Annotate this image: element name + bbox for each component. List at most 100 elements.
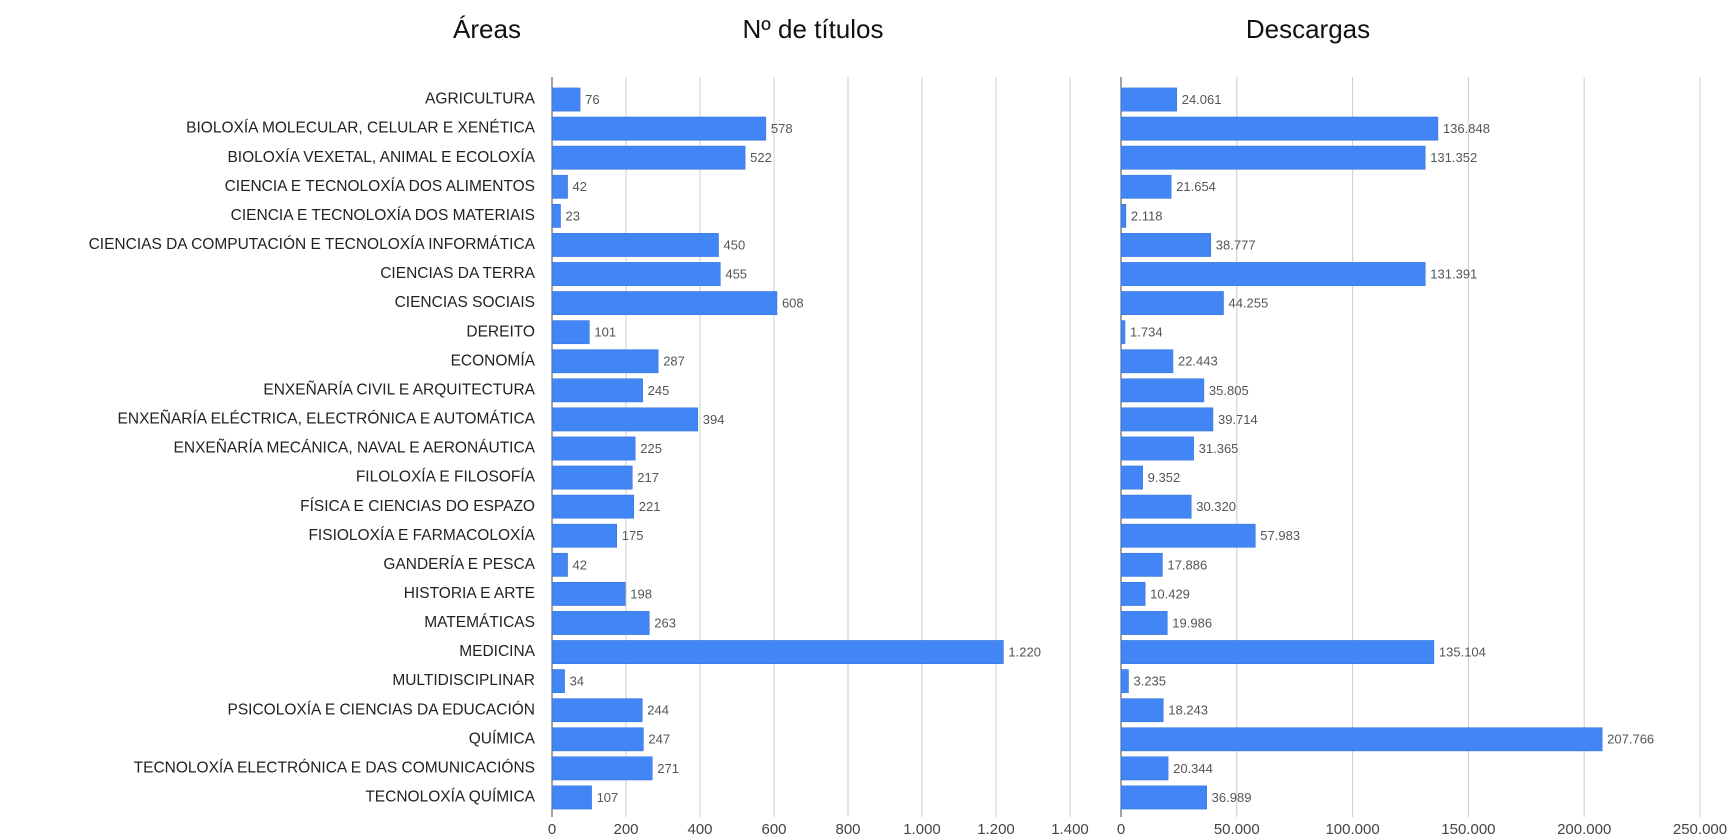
value-label: 2.118 (1131, 208, 1163, 223)
bar (551, 116, 767, 141)
value-label: 3.235 (1133, 674, 1166, 689)
value-label: 131.352 (1430, 150, 1477, 165)
bar (551, 640, 1004, 664)
bar (551, 756, 653, 781)
bar (1120, 465, 1143, 490)
bar (1120, 552, 1163, 577)
bar (1120, 785, 1207, 810)
value-label: 244 (647, 703, 669, 718)
value-label: 20.344 (1173, 761, 1213, 776)
category-label: FISIOLOXÍA E FARMACOLOXÍA (308, 527, 535, 544)
chart-title: Descargas (1246, 14, 1370, 44)
category-label: ENXEÑARÍA MECÁNICA, NAVAL E AERONÁUTICA (174, 440, 536, 457)
value-label: 31.365 (1199, 441, 1239, 456)
x-tick-label: 100.000 (1325, 821, 1379, 838)
bar (1120, 436, 1194, 461)
bar (1120, 320, 1126, 345)
category-label: PSICOLOXÍA E CIENCIAS DA EDUCACIÓN (228, 701, 536, 718)
value-label: 135.104 (1439, 644, 1486, 659)
bar (551, 552, 568, 577)
value-label: 30.320 (1196, 499, 1236, 514)
x-tick-label: 400 (687, 821, 712, 838)
value-label: 522 (750, 150, 772, 165)
value-label: 44.255 (1228, 296, 1268, 311)
value-label: 394 (703, 412, 725, 427)
bar (551, 698, 643, 723)
bar (1120, 145, 1426, 170)
bar (1120, 203, 1127, 228)
value-label: 38.777 (1216, 237, 1256, 252)
value-label: 198 (630, 586, 652, 601)
bar (1120, 611, 1168, 635)
category-header: Áreas (453, 14, 521, 44)
value-label: 1.734 (1130, 325, 1163, 340)
x-tick-label: 150.000 (1441, 821, 1495, 838)
x-tick-label: 50.000 (1214, 821, 1260, 838)
bar (1120, 291, 1224, 315)
bar (551, 407, 699, 432)
category-label: MATEMÁTICAS (424, 614, 535, 631)
value-label: 578 (771, 121, 793, 136)
value-label: 225 (640, 441, 662, 456)
bar (1120, 756, 1169, 781)
bar (1120, 87, 1177, 112)
bar (551, 320, 590, 345)
chart-title: Nº de títulos (742, 14, 883, 44)
bar (551, 291, 778, 315)
x-tick-label: 800 (835, 821, 860, 838)
value-label: 217 (637, 470, 659, 485)
value-label: 136.848 (1443, 121, 1490, 136)
bar (551, 465, 633, 490)
value-label: 221 (639, 499, 661, 514)
bar (1120, 669, 1129, 694)
category-label: CIENCIAS DA COMPUTACIÓN E TECNOLOXÍA INF… (89, 236, 536, 253)
bar (551, 611, 650, 635)
bar (551, 262, 721, 286)
category-label: CIENCIA E TECNOLOXÍA DOS ALIMENTOS (225, 178, 535, 195)
bar (551, 145, 746, 170)
bar (551, 233, 719, 257)
value-label: 247 (648, 732, 670, 747)
category-label: ENXEÑARÍA ELÉCTRICA, ELECTRÓNICA E AUTOM… (118, 411, 536, 428)
value-label: 263 (654, 615, 676, 630)
value-label: 9.352 (1148, 470, 1181, 485)
value-label: 39.714 (1218, 412, 1258, 427)
x-tick-label: 1.400 (1051, 821, 1089, 838)
value-label: 107 (597, 790, 619, 805)
value-label: 23 (566, 208, 580, 223)
bar (1120, 116, 1439, 141)
value-label: 175 (622, 528, 644, 543)
x-tick-label: 0 (1117, 821, 1125, 838)
value-label: 17.886 (1167, 557, 1207, 572)
value-label: 57.983 (1260, 528, 1300, 543)
value-label: 455 (725, 266, 747, 281)
value-label: 1.220 (1008, 644, 1041, 659)
value-label: 608 (782, 296, 804, 311)
category-label: HISTORIA E ARTE (404, 585, 535, 602)
category-label: GANDERÍA E PESCA (383, 556, 535, 573)
x-tick-label: 1.000 (903, 821, 941, 838)
bar (551, 785, 592, 810)
value-label: 22.443 (1178, 354, 1218, 369)
value-label: 287 (663, 354, 685, 369)
category-label: CIENCIAS DA TERRA (380, 265, 535, 282)
x-tick-label: 200 (613, 821, 638, 838)
x-tick-label: 200.000 (1557, 821, 1611, 838)
bar (551, 669, 565, 694)
category-label: BIOLOXÍA MOLECULAR, CELULAR E XENÉTICA (186, 120, 536, 137)
category-label: FÍSICA E CIENCIAS DO ESPAZO (300, 498, 535, 515)
bar (551, 523, 617, 548)
bar (1120, 727, 1603, 752)
category-label: DEREITO (466, 323, 535, 340)
value-label: 271 (657, 761, 679, 776)
bar (551, 582, 626, 606)
value-label: 450 (724, 237, 746, 252)
value-label: 18.243 (1168, 703, 1208, 718)
x-tick-label: 250.000 (1673, 821, 1727, 838)
bar (551, 349, 659, 374)
value-label: 131.391 (1430, 266, 1477, 281)
value-label: 24.061 (1182, 92, 1222, 107)
bar (1120, 349, 1174, 374)
x-tick-label: 0 (548, 821, 556, 838)
value-label: 42 (573, 179, 587, 194)
